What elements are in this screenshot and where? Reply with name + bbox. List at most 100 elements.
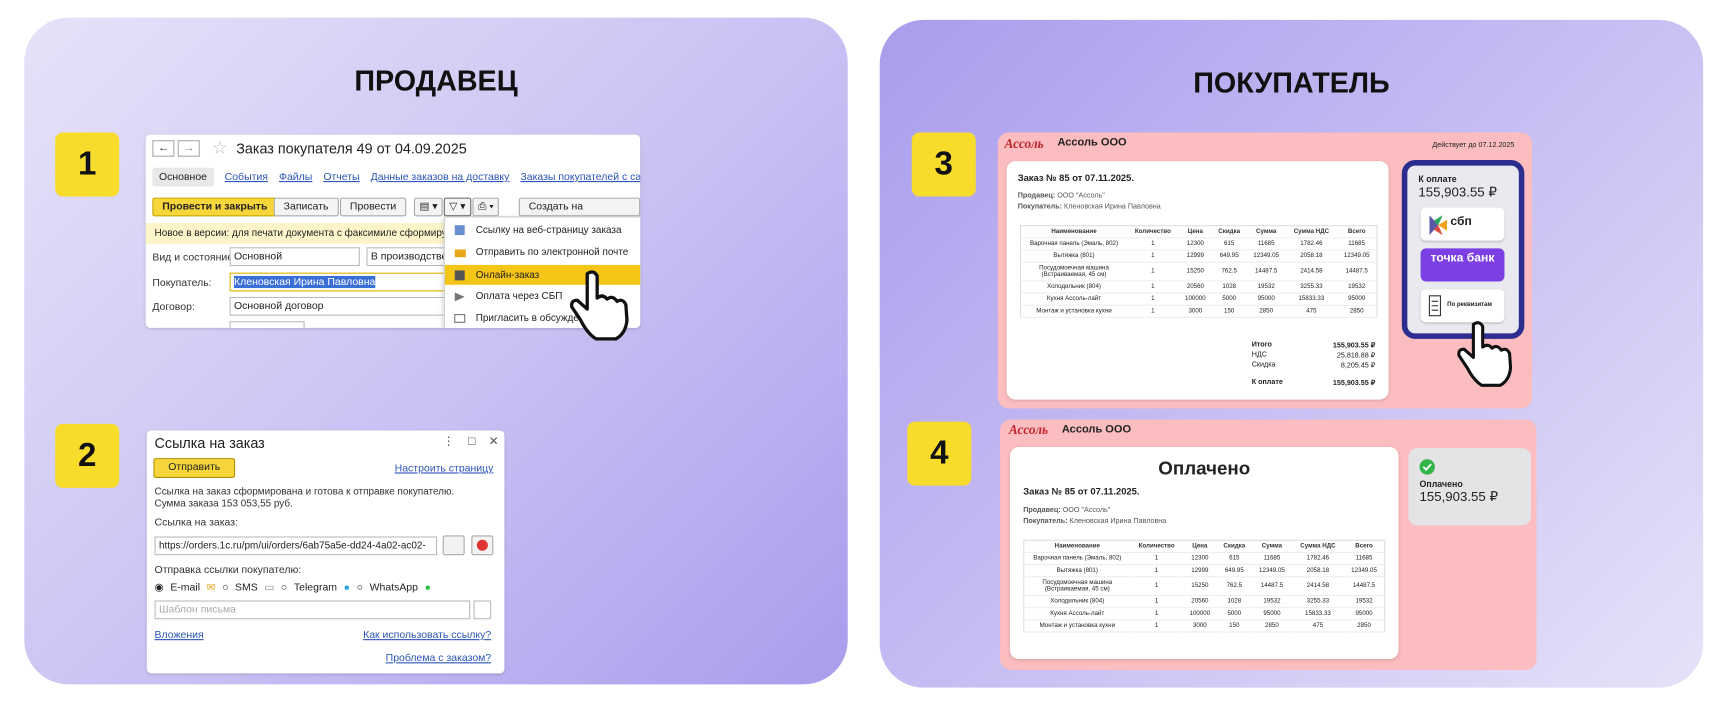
totals: Итого 155,903.55 ₽ НДС 25,818.88 ₽ Скидка 8,2… [1252,340,1376,387]
table-row: Монтаж и установка кухни 1 3000 150 2850 475 2… [1023,619,1385,633]
table-row: Кухня Ассоль-лайт 1 100000 5000 95000 15833.3… [1020,293,1377,306]
seller-line: Продавец: ООО "Ассоль" [1018,192,1105,200]
table-cell: 12349.05 [1251,564,1292,578]
icon-button[interactable]: ▤ ▾ [413,197,444,217]
table-cell: 5000 [1216,607,1252,621]
field-input[interactable]: Основной [229,247,360,267]
header-cell: Наименование [1020,225,1127,239]
template-input[interactable]: Шаблон письма [154,600,471,620]
post-button[interactable]: Провести [339,197,407,217]
menu-item[interactable]: Оплата через СБП [475,290,563,302]
clear-button[interactable] [471,535,494,556]
tab-active[interactable]: Основное [152,167,214,187]
back-button[interactable]: ← [152,140,175,157]
table-cell: 3000 [1178,305,1212,318]
table-cell: 475 [1291,619,1344,633]
tabs: Основное События Файлы Отчеты Данные зак… [152,167,641,187]
seller-label: Продавец: [1023,506,1061,515]
telegram-icon: ● [343,581,351,594]
configure-link[interactable]: Настроить страницу [394,462,494,475]
radio[interactable]: ○ [280,581,288,594]
buyer-label: Покупатель: [1017,203,1063,211]
favorite-star[interactable]: ☆ [211,139,228,158]
total-row: НДС 25,818.88 ₽ [1252,351,1376,360]
header-cell: Сумма [1246,225,1286,239]
menu-item[interactable]: Пригласить в обсуждение [475,312,596,324]
howto-link[interactable]: Как использовать ссылку? [363,629,492,642]
icon-button[interactable]: ⎙ ▾ [472,197,500,217]
field-label: Покупатель: [152,277,212,290]
header-cell: Количество [1130,540,1184,554]
paid-label: Оплачено [1419,479,1463,489]
header-cell: Сумма [1251,540,1292,554]
table-cell: 95000 [1251,607,1292,621]
create-based-button[interactable]: Создать на основании [518,197,641,230]
problem-link[interactable]: Проблема с заказом? [385,652,492,665]
sms-icon: ▭ [264,581,275,594]
order-sum: Сумма заказа 153 053,55 руб. [154,497,293,509]
field-label: Вид и состояние: [152,251,237,264]
tab[interactable]: Заказы покупателей с сайта [520,171,641,184]
save-button[interactable]: Записать [273,197,339,217]
requisites-button[interactable]: По реквизитам [1420,289,1505,323]
seller-title: ПРОДАВЕЦ [354,64,518,98]
clear-icon [476,539,488,551]
header-cell: Скидка [1216,540,1252,554]
radio[interactable]: ○ [356,581,363,594]
template-button[interactable] [473,600,492,620]
field-input[interactable]: В производстве [366,247,453,267]
menu-item[interactable]: Ссылку на веб-страницу заказа [475,224,622,236]
dialog-title: Ссылка на заказ [154,434,265,452]
tab[interactable]: Файлы [278,171,313,184]
field-input[interactable]: Основной договор [229,296,449,316]
table-cell: 649.95 [1211,250,1247,263]
channel[interactable]: E-mail [170,581,201,594]
radio-selected[interactable]: ◉ [154,581,164,594]
field-label: Договор: [152,301,195,314]
tab[interactable]: Данные заказов на доставку [370,171,510,184]
forward-button[interactable]: → [177,140,200,157]
total-label: Скидка [1251,360,1276,369]
channel[interactable]: Telegram [293,581,338,594]
url-input[interactable]: https://orders.1c.ru/pm/ui/orders/6ab75a… [154,536,438,556]
seller-line: Продавец: ООО "Ассоль" [1023,507,1110,515]
window-controls[interactable]: ⋮□✕ [442,434,499,449]
buyer-title: ПОКУПАТЕЛЬ [1193,66,1390,100]
radio[interactable]: ○ [222,581,229,594]
table-cell: Холодильник (804) [1020,280,1127,294]
company-name: Ассоль ООО [1057,136,1127,150]
table-cell: 20560 [1178,280,1212,294]
field-input[interactable] [229,321,305,328]
table-cell: 1 [1126,237,1179,251]
table-cell: Кухня Ассоль-лайт [1023,607,1131,621]
table-cell: 15250 [1178,262,1212,282]
sbp-button[interactable]: сбп [1420,207,1505,241]
table-cell: 95000 [1343,607,1385,621]
table-row: Вытяжка (801) 1 12999 649.95 12349.05 2058.18… [1020,250,1377,263]
post-close-button[interactable]: Провести и закрыть [152,197,278,217]
menu-item[interactable]: Отправить по электронной почте [475,246,629,258]
channel[interactable]: SMS [235,581,258,594]
icon-button[interactable]: ▽ ▾ [443,197,472,217]
channel[interactable]: WhatsApp [369,581,418,594]
table-cell: 12999 [1183,564,1217,578]
tochka-button[interactable]: точка банк [1420,248,1505,282]
window-title: Заказ покупателя 49 от 04.09.2025 [236,140,467,157]
field-input[interactable]: Кленовская Ирина Павловна [229,272,449,292]
table-cell: 11685 [1246,237,1286,251]
seller-value: ООО "Ассоль" [1062,506,1111,515]
table-cell: 475 [1285,305,1337,318]
paid-amount: 155,903.55 ₽ [1419,488,1498,505]
link-dialog: Ссылка на заказ ⋮□✕ Отправить Настроить … [146,430,505,674]
copy-button[interactable] [442,535,465,556]
table-cell: 15250 [1183,576,1217,597]
table-cell: Вытяжка (801) [1020,250,1127,263]
tab[interactable]: Отчеты [323,171,360,184]
send-button[interactable]: Отправить [153,458,236,478]
payment-amount: 155,903.55 ₽ [1418,184,1497,200]
order-title: Заказ № 85 от 07.11.2025. [1017,172,1134,184]
attachments-link[interactable]: Вложения [154,629,204,642]
tab[interactable]: События [224,171,268,184]
